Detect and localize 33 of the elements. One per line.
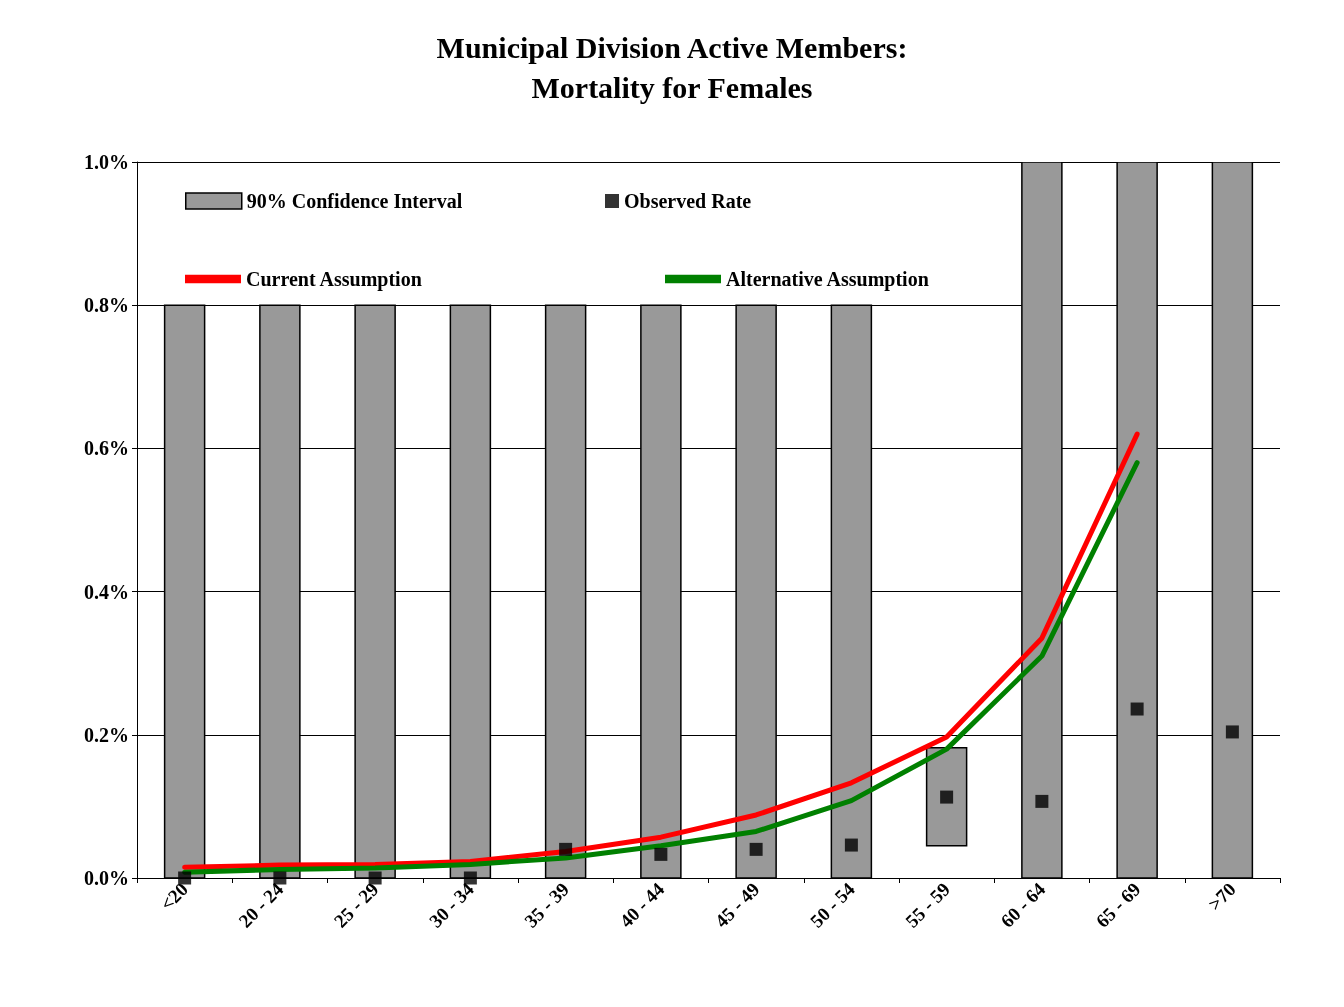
- x-tick-label: 35 - 39: [520, 878, 574, 932]
- y-tick-label: 0.6%: [84, 437, 129, 460]
- x-tick-label: 40 - 44: [615, 878, 669, 932]
- legend-label: Observed Rate: [624, 190, 752, 212]
- point: [1035, 794, 1049, 808]
- x-tick-label: 65 - 69: [1091, 878, 1145, 932]
- chart-title: Municipal Division Active Members: Mortality for Females: [436, 30, 908, 104]
- y-tick-label: 0.0%: [84, 867, 129, 889]
- x-tick-label: 25 - 29: [329, 878, 383, 932]
- x-tick-label: 20 - 24: [234, 878, 288, 932]
- point: [654, 847, 668, 861]
- y-tick-label: 0.2%: [84, 723, 129, 746]
- y-tick-label: 0.4%: [84, 580, 129, 603]
- point: [178, 871, 192, 885]
- x-tick-label: >70: [1203, 878, 1240, 915]
- legend-label: Alternative Assumption: [726, 268, 929, 291]
- x-tick-label: 60 - 64: [996, 878, 1050, 932]
- x-tick-label: <20: [156, 878, 193, 915]
- point: [749, 842, 763, 856]
- point: [559, 842, 573, 856]
- point: [940, 790, 954, 804]
- x-tick-label: 30 - 34: [424, 878, 479, 932]
- x-tick-label: 45 - 49: [710, 878, 764, 932]
- point: [1225, 725, 1239, 739]
- legend-label: Current Assumption: [246, 268, 422, 291]
- y-tick-label: 0.8%: [84, 294, 129, 317]
- bar: [925, 746, 968, 847]
- x-tick-label: 50 - 54: [805, 878, 860, 932]
- legend-label: 90% Confidence Interval: [246, 190, 463, 212]
- y-tick-label: 1.0%: [84, 151, 129, 173]
- point: [844, 838, 858, 852]
- point: [1130, 702, 1144, 716]
- x-tick-label: 55 - 59: [901, 878, 955, 932]
